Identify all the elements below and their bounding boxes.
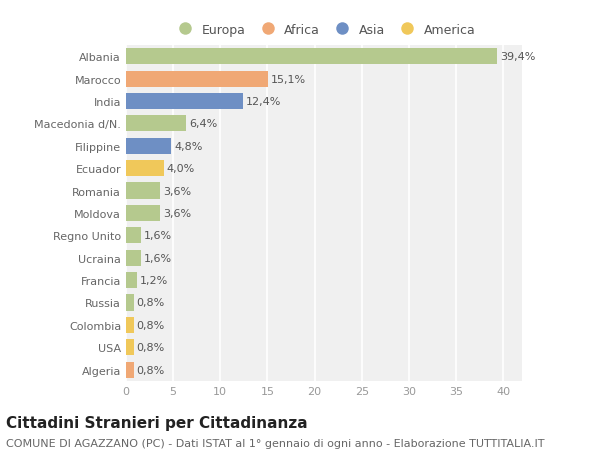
Text: 12,4%: 12,4% xyxy=(246,97,281,107)
Text: 1,6%: 1,6% xyxy=(144,231,172,241)
Text: 1,6%: 1,6% xyxy=(144,253,172,263)
Bar xyxy=(126,71,268,88)
Bar xyxy=(126,161,164,177)
Bar xyxy=(126,183,160,199)
Legend: Europa, Africa, Asia, America: Europa, Africa, Asia, America xyxy=(167,19,481,42)
Text: 39,4%: 39,4% xyxy=(500,52,536,62)
Bar xyxy=(126,116,187,132)
Bar xyxy=(126,94,243,110)
Text: 4,0%: 4,0% xyxy=(167,164,195,174)
Bar xyxy=(126,317,134,333)
Bar xyxy=(126,205,160,222)
Bar xyxy=(126,339,134,356)
Bar xyxy=(126,362,134,378)
Text: 0,8%: 0,8% xyxy=(136,342,164,353)
Bar xyxy=(126,295,134,311)
Text: 6,4%: 6,4% xyxy=(189,119,217,129)
Text: 4,8%: 4,8% xyxy=(174,141,202,151)
Text: 15,1%: 15,1% xyxy=(271,74,307,84)
Text: 0,8%: 0,8% xyxy=(136,320,164,330)
Text: COMUNE DI AGAZZANO (PC) - Dati ISTAT al 1° gennaio di ogni anno - Elaborazione T: COMUNE DI AGAZZANO (PC) - Dati ISTAT al … xyxy=(6,438,545,448)
Text: Cittadini Stranieri per Cittadinanza: Cittadini Stranieri per Cittadinanza xyxy=(6,415,308,431)
Text: 3,6%: 3,6% xyxy=(163,186,191,196)
Text: 0,8%: 0,8% xyxy=(136,365,164,375)
Text: 0,8%: 0,8% xyxy=(136,298,164,308)
Text: 3,6%: 3,6% xyxy=(163,208,191,218)
Text: 1,2%: 1,2% xyxy=(140,275,169,285)
Bar xyxy=(126,228,141,244)
Bar xyxy=(126,272,137,289)
Bar xyxy=(126,250,141,266)
Bar xyxy=(126,49,497,65)
Bar xyxy=(126,138,171,155)
